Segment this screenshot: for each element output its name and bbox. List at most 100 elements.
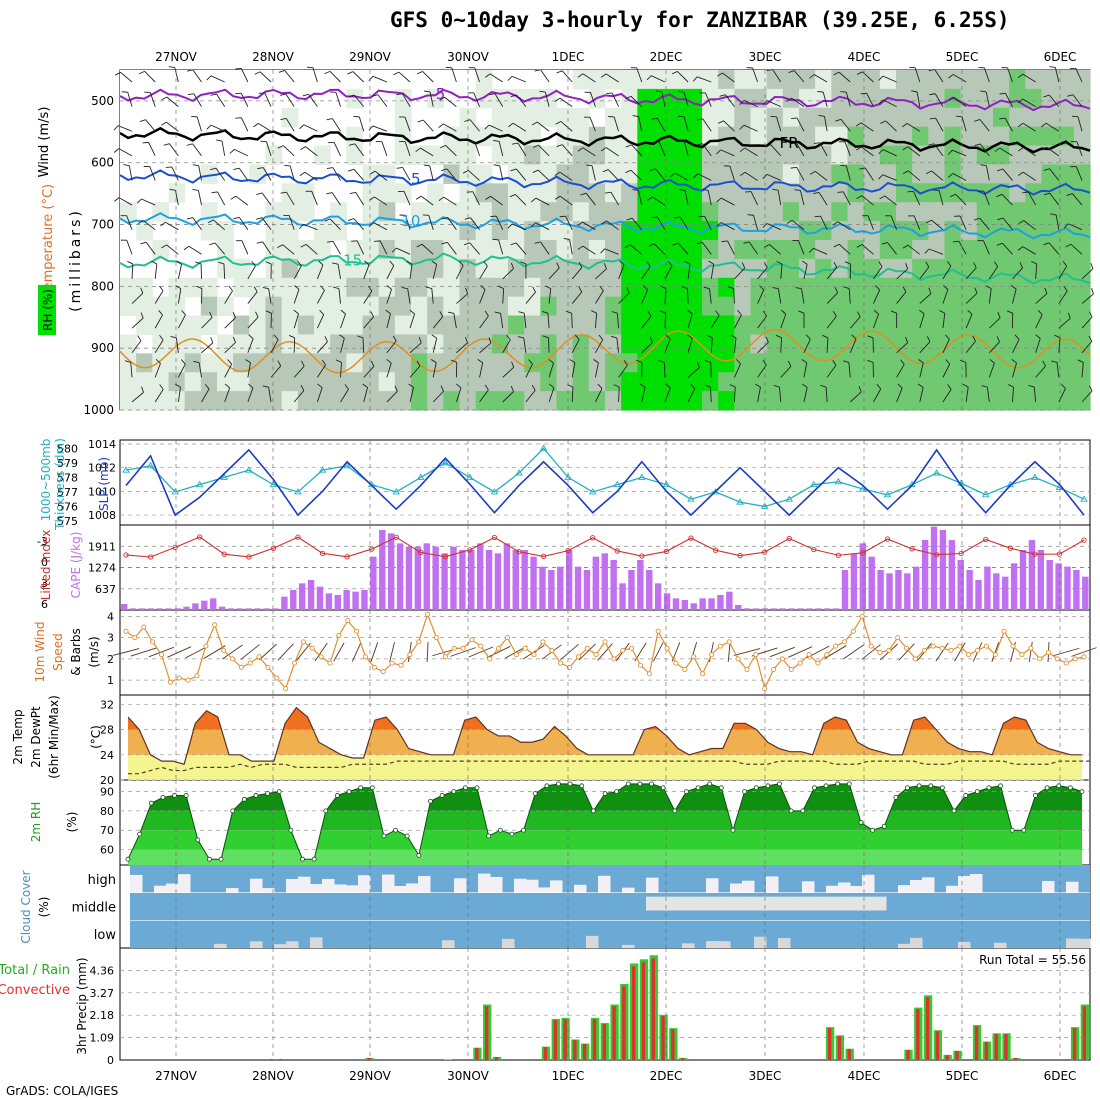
wind-barb xyxy=(525,291,536,304)
wind-barb-flag xyxy=(840,164,847,167)
rh-cell xyxy=(411,277,428,298)
cloud-high-gap xyxy=(226,888,239,893)
rh-cell xyxy=(912,258,929,279)
wind-barb-flag xyxy=(545,285,551,290)
cape-bar xyxy=(209,598,217,610)
wind-barb-flag xyxy=(670,172,676,178)
wind-barb xyxy=(502,366,515,378)
thickness-point xyxy=(220,473,229,480)
rh-cell xyxy=(718,315,735,336)
wind-barb-flag xyxy=(625,95,632,100)
cape-bar xyxy=(939,530,947,610)
thickness-point xyxy=(539,444,548,451)
wind-barb xyxy=(118,148,133,157)
rh-cell xyxy=(944,372,962,392)
rh-point xyxy=(590,808,596,814)
rh-cell xyxy=(556,372,574,392)
wind-barb xyxy=(210,75,225,83)
rh-cell xyxy=(1041,240,1059,260)
rh-cell xyxy=(766,296,784,317)
rh-tick: 60 xyxy=(100,844,114,857)
wind-barb-flag xyxy=(671,71,678,75)
wind-barb xyxy=(864,167,874,181)
thickness-point xyxy=(171,488,179,495)
rh-cell xyxy=(766,88,784,109)
rh-cell xyxy=(588,315,606,336)
thickness-point xyxy=(588,488,597,495)
rh-point xyxy=(835,781,841,787)
rh-cell xyxy=(912,145,929,166)
cape-bar xyxy=(806,608,813,610)
cape-bar xyxy=(316,586,324,610)
rh-cell xyxy=(362,240,380,260)
rh-cell xyxy=(637,372,655,392)
rh-cell xyxy=(508,296,525,317)
wind-barb-flag xyxy=(878,99,884,105)
rh-cell xyxy=(524,277,541,298)
wind-barb-flag xyxy=(601,220,607,225)
wind10m-point xyxy=(904,645,910,651)
wind10m-point xyxy=(868,643,874,649)
wind-barb xyxy=(216,93,226,107)
wind-barb xyxy=(906,122,921,132)
rh-point xyxy=(1079,789,1085,794)
wind-barb xyxy=(192,69,202,83)
wind-barb-flag xyxy=(554,97,561,102)
rh-cell xyxy=(734,258,752,279)
wind-barb-flag xyxy=(809,170,816,175)
wind-barb-flag xyxy=(1065,243,1072,248)
wind-barb-flag xyxy=(651,117,658,120)
cloud-low-block xyxy=(286,941,299,948)
pressure-tick: 600 xyxy=(91,156,114,170)
rh-cell xyxy=(928,258,946,279)
cape-bar xyxy=(548,570,555,610)
wind-barb-flag xyxy=(928,287,932,294)
wind10m-point xyxy=(229,656,235,662)
wind-barb xyxy=(479,265,488,280)
rh-cell xyxy=(1041,353,1059,373)
wind-barb-flag xyxy=(277,145,284,149)
wind-barb-flag xyxy=(790,117,798,120)
rh-cell xyxy=(669,334,687,354)
cape-bar xyxy=(379,530,386,610)
wind-barb-flag xyxy=(218,261,225,265)
wind10m-point xyxy=(274,675,280,681)
wind-barb xyxy=(569,239,573,255)
wind-barb-flag xyxy=(319,309,325,315)
wind-barb-flag xyxy=(140,287,144,294)
cape-bar xyxy=(761,608,769,610)
precip-convective-bar xyxy=(484,1006,489,1060)
rh-cell xyxy=(297,334,315,354)
rh-cell xyxy=(200,372,218,392)
wind-barb xyxy=(882,99,897,108)
wind-barb xyxy=(559,97,573,107)
wind-barb xyxy=(335,92,341,107)
wind10m-point xyxy=(806,652,812,658)
rh-cell xyxy=(960,202,978,222)
wind-barb xyxy=(801,288,805,304)
rh-tick: 80 xyxy=(100,805,114,818)
wind-barb xyxy=(429,91,434,107)
cape-bar xyxy=(1055,563,1062,610)
rh-point xyxy=(1067,785,1073,791)
thickness-point xyxy=(810,480,818,488)
wind-barb xyxy=(838,71,851,83)
wind-barb xyxy=(1035,263,1038,279)
rh-cell xyxy=(734,202,752,222)
rh-cell xyxy=(475,391,493,411)
wind-barb-flag xyxy=(299,223,304,229)
wind-barb xyxy=(285,118,295,132)
rh-cell xyxy=(588,277,606,298)
wind-barb xyxy=(262,241,272,255)
rh-cell xyxy=(330,202,347,222)
wind-barb-flag xyxy=(917,383,924,388)
wind-barb-flag xyxy=(396,93,403,96)
rh-cell xyxy=(475,183,493,203)
cape-bar xyxy=(272,608,279,610)
wind-barb-flag xyxy=(324,336,328,342)
rh-cell xyxy=(1073,240,1091,260)
rh-cell xyxy=(314,145,331,166)
rh-cell xyxy=(265,391,283,411)
thickness-point xyxy=(687,495,695,502)
rh-cell xyxy=(782,107,800,128)
